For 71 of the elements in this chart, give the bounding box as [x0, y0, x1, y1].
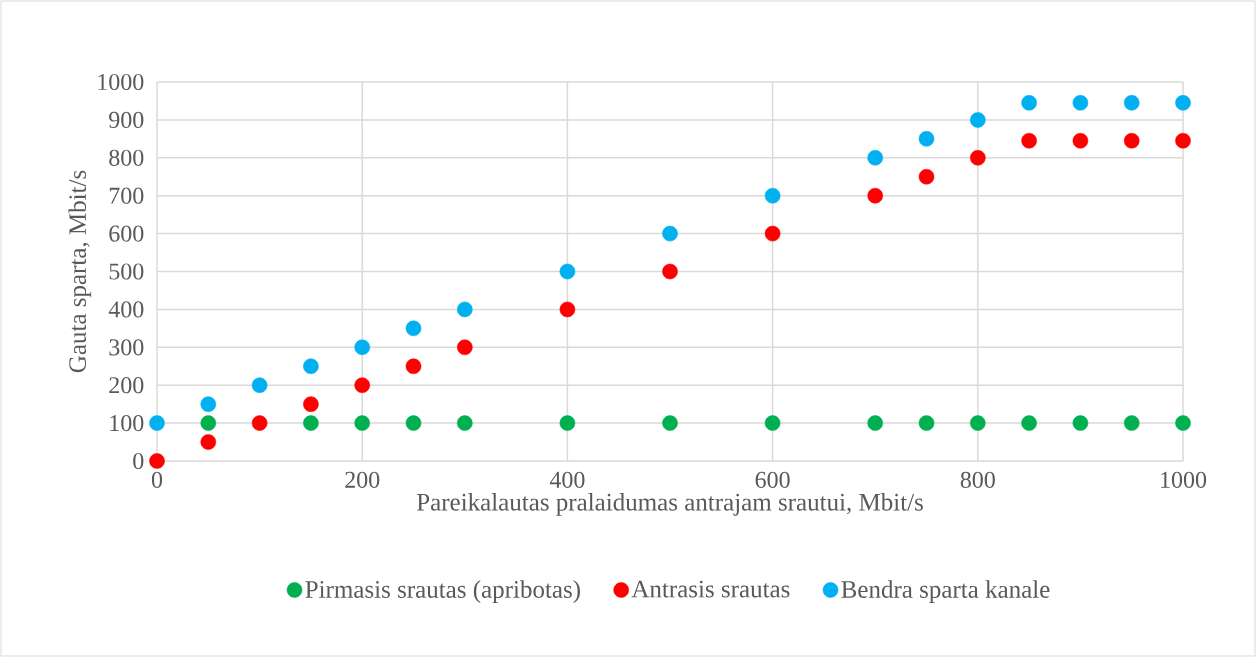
point — [251, 415, 268, 431]
legend-label: Pirmasis srautas (apribotas) — [305, 580, 580, 603]
point — [970, 150, 986, 166]
point — [662, 225, 678, 242]
point — [1175, 415, 1191, 431]
point — [200, 415, 217, 431]
point — [662, 263, 678, 280]
point — [457, 339, 473, 356]
point — [457, 301, 473, 318]
point — [764, 225, 781, 242]
point — [1123, 132, 1140, 149]
x-tick-label: 800 — [960, 471, 995, 488]
point — [1175, 132, 1191, 149]
y-tick-label: 100 — [110, 415, 144, 432]
legend-label: Antrasis srautas — [631, 580, 790, 598]
point — [303, 396, 319, 412]
point — [559, 415, 576, 431]
point — [149, 453, 165, 469]
point — [867, 150, 883, 166]
point — [1072, 132, 1089, 149]
point — [354, 377, 370, 393]
point — [1072, 95, 1089, 111]
point — [918, 415, 935, 431]
point — [1021, 95, 1037, 111]
point — [559, 263, 576, 280]
point — [918, 168, 935, 185]
point — [405, 358, 422, 375]
y-tick-label: 900 — [109, 111, 144, 128]
y-tick-label: 0 — [133, 452, 144, 470]
y-tick-label: 1000 — [98, 73, 144, 91]
point — [867, 415, 883, 431]
point — [1021, 132, 1037, 149]
point — [1021, 415, 1037, 431]
point — [1123, 95, 1140, 111]
point — [303, 358, 319, 375]
y-tick-label: 400 — [108, 301, 144, 318]
point — [970, 112, 986, 128]
y-axis-title: Gauta sparta, Mbit/s — [68, 170, 92, 373]
point — [303, 415, 319, 431]
y-tick-label: 600 — [109, 225, 144, 242]
y-tick-label: 300 — [109, 339, 144, 356]
x-tick-label: 1000 — [1161, 471, 1207, 488]
x-tick-label: 0 — [151, 471, 163, 488]
point — [764, 415, 781, 431]
point — [251, 377, 268, 393]
y-tick-label: 200 — [109, 377, 144, 394]
point — [559, 301, 576, 318]
point — [1175, 95, 1191, 111]
x-tick-label: 400 — [549, 471, 585, 488]
point — [354, 415, 370, 431]
point — [1123, 415, 1140, 431]
point — [867, 187, 883, 204]
point — [457, 415, 473, 431]
x-tick-label: 200 — [345, 471, 380, 488]
point — [200, 434, 217, 450]
point — [1072, 415, 1089, 431]
point — [918, 131, 935, 147]
y-tick-label: 800 — [109, 149, 144, 166]
point — [200, 396, 217, 412]
y-tick-label: 500 — [109, 263, 144, 280]
point — [970, 415, 986, 431]
point — [354, 339, 370, 356]
point — [149, 415, 165, 431]
point — [405, 320, 422, 337]
point — [405, 415, 422, 431]
y-tick-label: 700 — [109, 187, 144, 204]
x-axis-title: Pareikalautas pralaidumas antrajam srautui, Mbit/s — [416, 493, 923, 516]
legend-label: Bendra sparta kanale — [841, 580, 1050, 603]
x-tick-label: 600 — [755, 471, 790, 488]
point — [662, 415, 678, 431]
point — [764, 187, 781, 204]
